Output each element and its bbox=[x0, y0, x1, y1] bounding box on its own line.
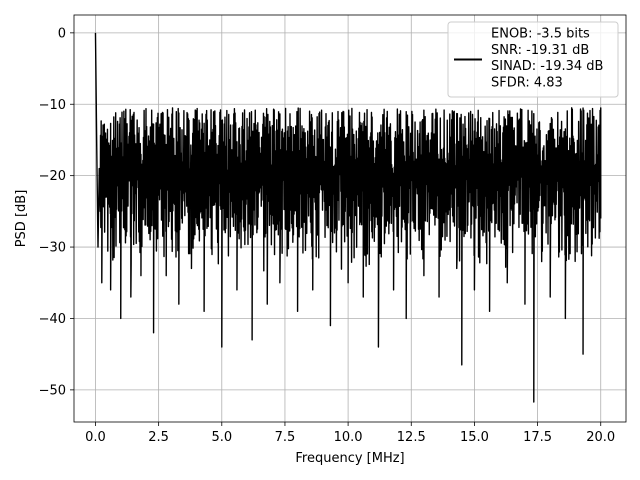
x-tick-label: 15.0 bbox=[460, 430, 489, 445]
x-tick-label: 2.5 bbox=[148, 430, 169, 445]
x-tick-label: 20.0 bbox=[586, 430, 615, 445]
axis-ticks: 0.0 2.5 5.0 7.5 10.0 12.5 15.0 17.5 20.0 0 −10 −20 −… bbox=[39, 26, 616, 445]
y-tick-label: −50 bbox=[39, 383, 66, 398]
x-tick-label: 17.5 bbox=[523, 430, 552, 445]
y-tick-label: −10 bbox=[39, 98, 66, 113]
x-tick-label: 0.0 bbox=[85, 430, 106, 445]
plot-frame bbox=[73, 14, 627, 423]
psd-series-line bbox=[94, 32, 602, 403]
legend: ENOB: -3.5 bits SNR: -19.31 dB SINAD: -1… bbox=[447, 21, 619, 98]
legend-line-sinad: SINAD: -19.34 dB bbox=[491, 59, 603, 74]
legend-box bbox=[447, 21, 619, 98]
x-tick-label: 7.5 bbox=[275, 430, 296, 445]
y-tick-label: −30 bbox=[39, 241, 66, 256]
y-axis-label: PSD [dB] bbox=[14, 190, 29, 248]
legend-line-snr: SNR: -19.31 dB bbox=[491, 43, 589, 58]
series-layer bbox=[94, 32, 602, 403]
x-tick-label: 12.5 bbox=[397, 430, 426, 445]
x-axis-label: Frequency [MHz] bbox=[295, 451, 404, 466]
legend-line-enob: ENOB: -3.5 bits bbox=[491, 27, 590, 42]
x-tick-label: 10.0 bbox=[334, 430, 363, 445]
y-tick-label: −20 bbox=[39, 169, 66, 184]
y-tick-label: 0 bbox=[58, 26, 66, 41]
y-tick-label: −40 bbox=[39, 312, 66, 327]
x-tick-label: 5.0 bbox=[211, 430, 232, 445]
legend-line-sfdr: SFDR: 4.83 bbox=[491, 75, 563, 90]
